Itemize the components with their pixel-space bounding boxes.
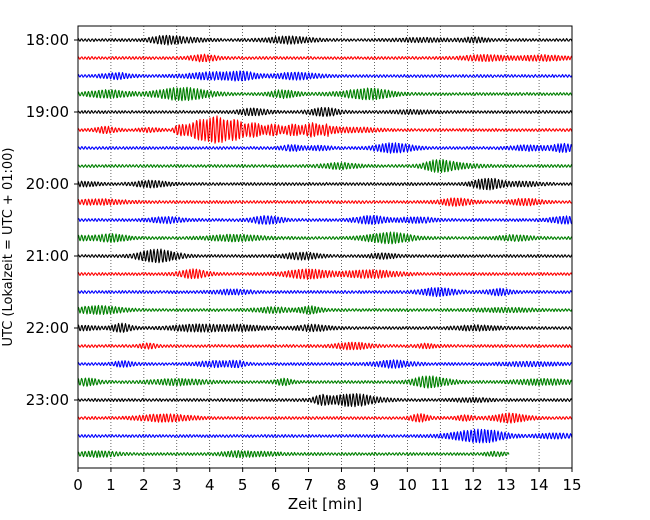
- y-tick-label: 22:00: [26, 319, 69, 337]
- x-tick-label: 12: [464, 476, 483, 494]
- axis-ticks: 0 1 2 3 4 5 6 7 8 9 10 11 12 13 14 1518:0019:0020:0021:…: [26, 31, 582, 494]
- x-tick-label: 5: [238, 476, 248, 494]
- seismic-trace: [77, 177, 573, 191]
- x-tick-label: 9: [370, 476, 380, 494]
- y-tick-label: 23:00: [26, 391, 69, 409]
- x-tick-label: 7: [304, 476, 314, 494]
- y-tick-label: 20:00: [26, 175, 69, 193]
- x-tick-label: 6: [271, 476, 281, 494]
- x-tick-label: 14: [530, 476, 549, 494]
- seismic-trace: [77, 53, 573, 63]
- x-tick-label: 10: [398, 476, 417, 494]
- seismic-trace: [77, 106, 573, 117]
- seismic-trace: [77, 268, 573, 280]
- seismic-trace: [77, 359, 573, 369]
- x-tick-label: 13: [497, 476, 516, 494]
- y-axis-title: UTC (Lokalzeit = UTC + 01:00): [1, 148, 16, 347]
- x-tick-label: 1: [106, 476, 116, 494]
- x-axis-title: Zeit [min]: [288, 495, 362, 513]
- y-tick-label: 21:00: [26, 247, 69, 265]
- x-tick-label: 0: [73, 476, 83, 494]
- seismic-trace: [77, 287, 573, 298]
- y-tick-label: 19:00: [26, 103, 69, 121]
- x-tick-label: 11: [431, 476, 450, 494]
- trace-group: [77, 34, 573, 459]
- seismic-trace: [77, 115, 573, 144]
- x-tick-label: 3: [172, 476, 182, 494]
- seismic-trace: [77, 215, 573, 225]
- seismic-trace: [77, 231, 573, 245]
- x-tick-label: 4: [205, 476, 215, 494]
- seismic-trace: [77, 450, 510, 459]
- seismic-trace: [77, 142, 573, 154]
- seismic-trace: [77, 412, 573, 424]
- x-tick-label: 2: [139, 476, 149, 494]
- x-tick-label: 8: [337, 476, 347, 494]
- seismic-trace: [77, 375, 573, 389]
- seismic-trace: [77, 70, 573, 82]
- seismic-trace: [77, 393, 573, 408]
- seismic-trace: [77, 428, 573, 444]
- plot-frame: [77, 25, 573, 469]
- seismic-trace: [77, 197, 573, 207]
- seismic-trace: [77, 304, 573, 316]
- x-tick-label: 15: [562, 476, 581, 494]
- seismic-trace: [77, 341, 573, 351]
- seismic-trace: [77, 86, 573, 102]
- seismic-trace: [77, 322, 573, 333]
- seismic-trace: [77, 34, 573, 46]
- y-tick-label: 18:00: [26, 31, 69, 49]
- seismic-trace: [77, 158, 573, 173]
- seismic-trace: [77, 248, 573, 264]
